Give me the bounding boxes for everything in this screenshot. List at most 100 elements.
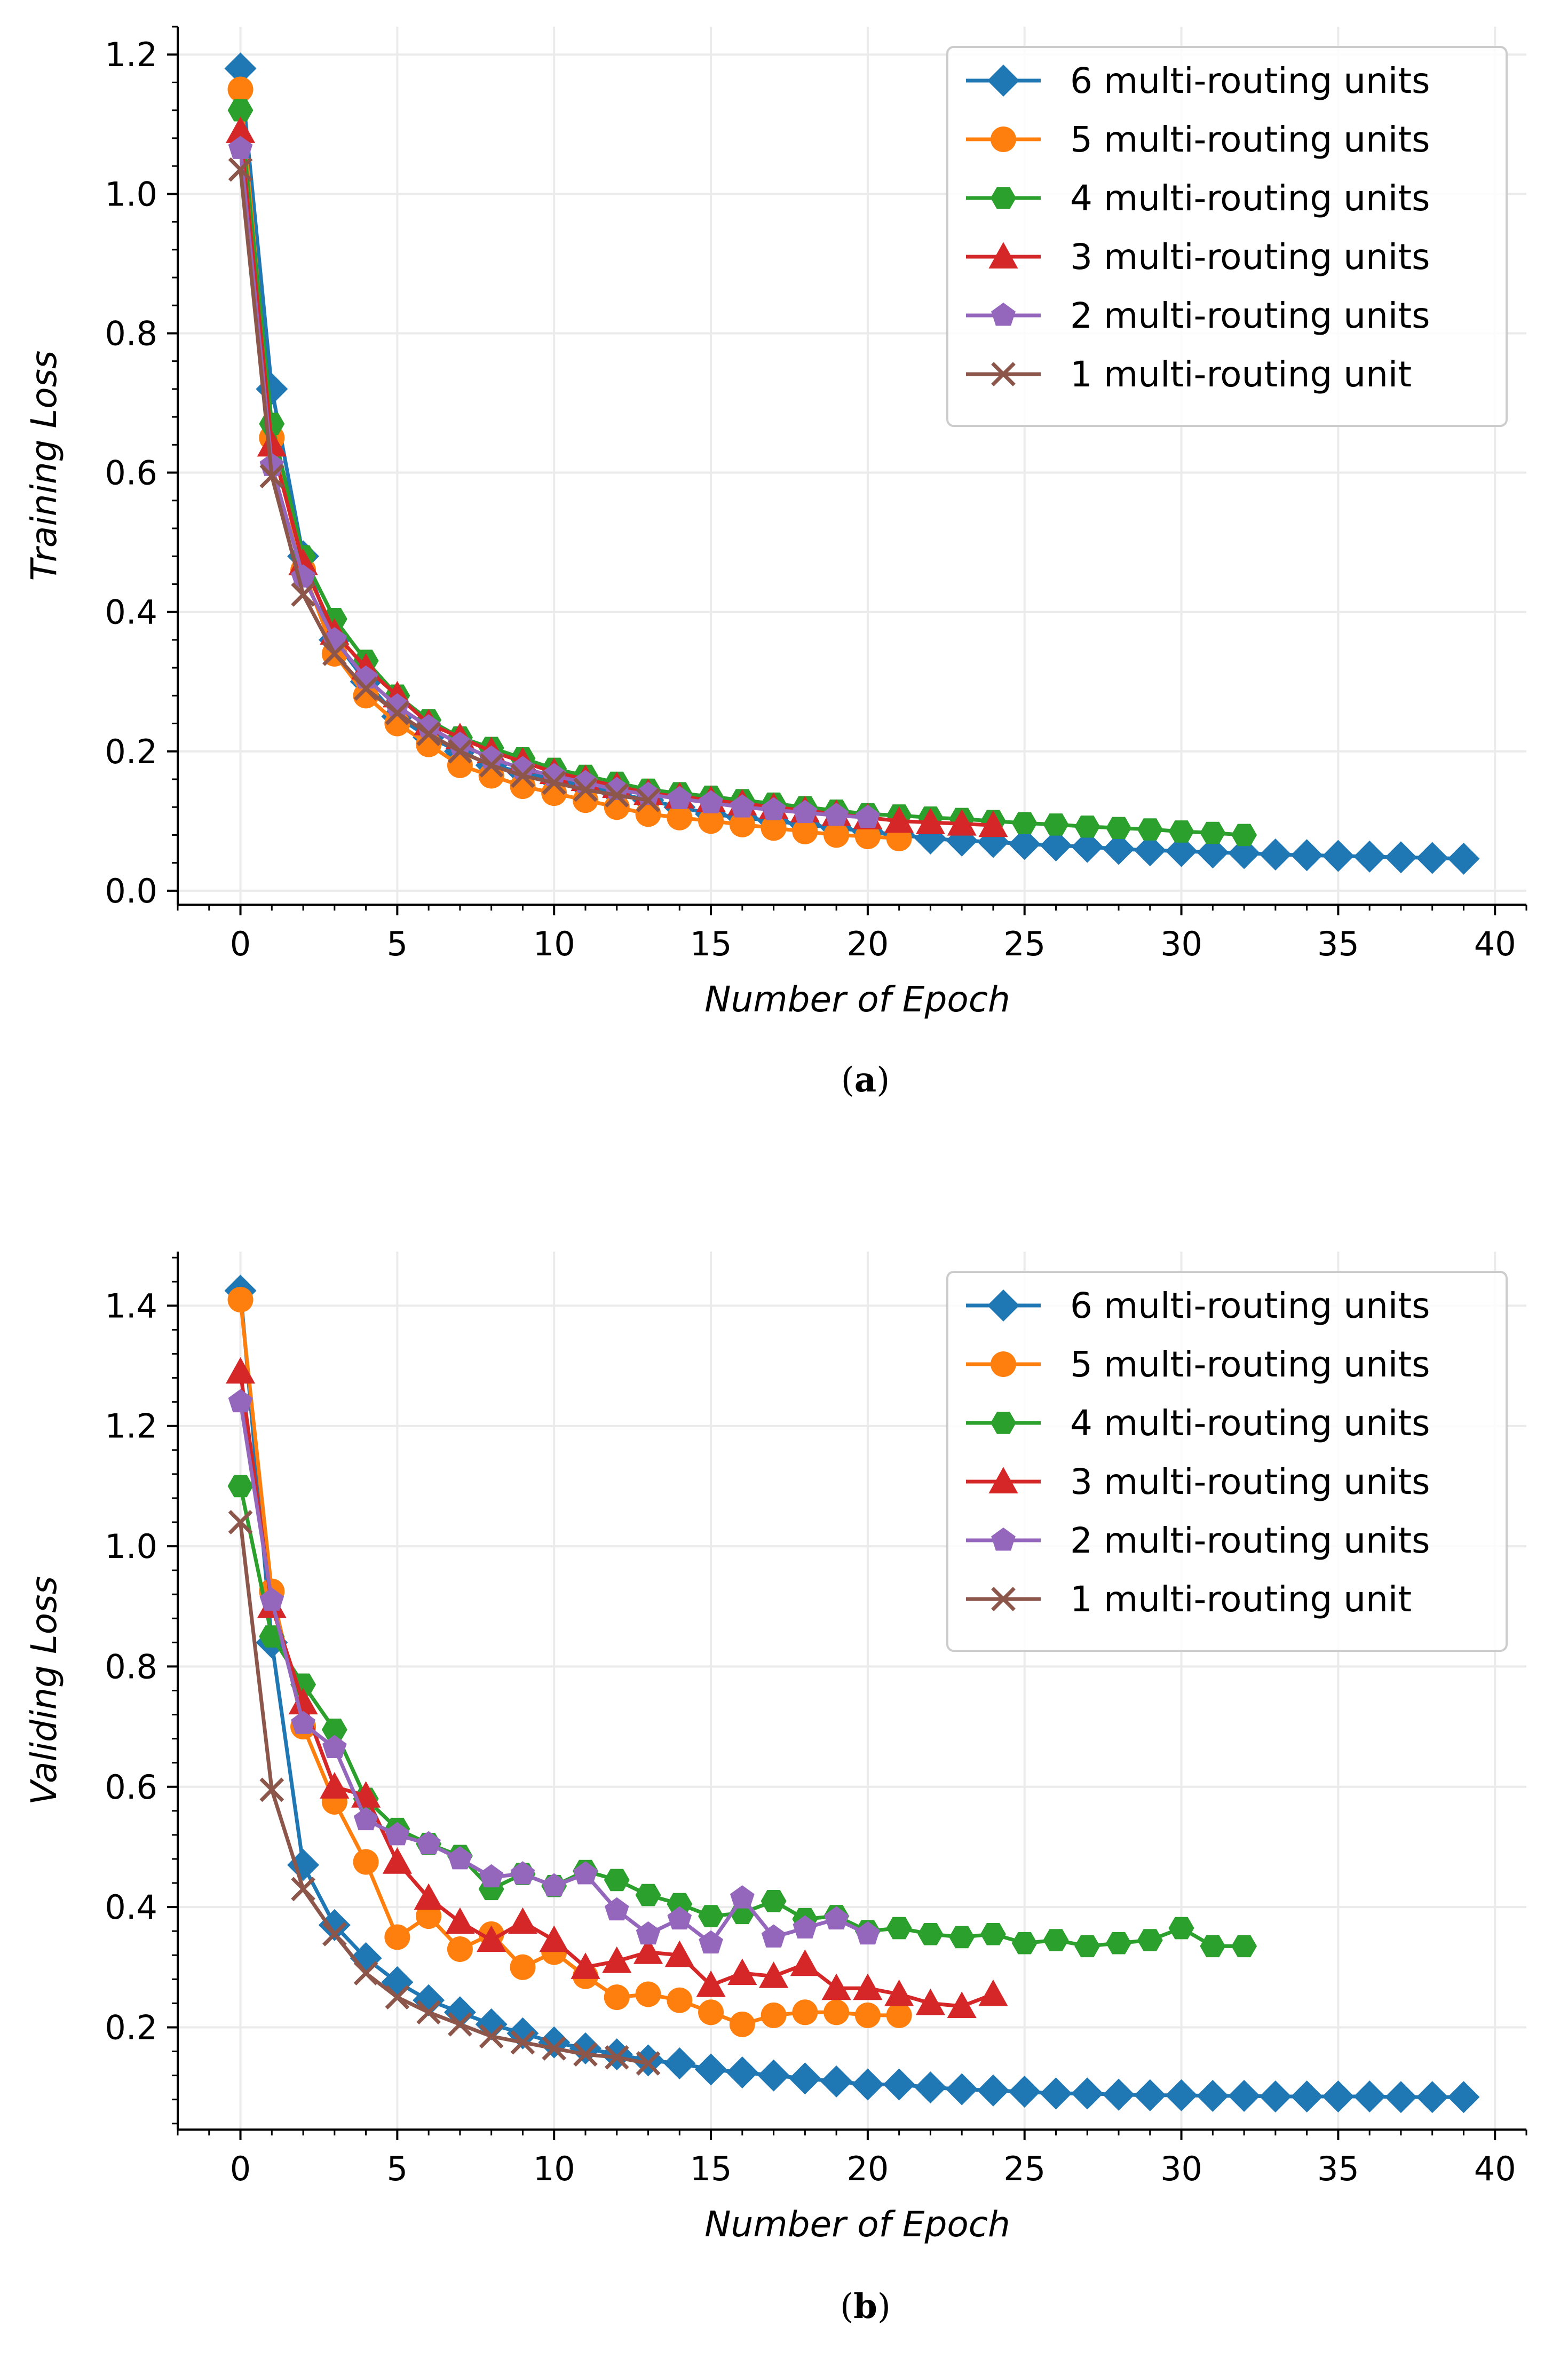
data-point (225, 1357, 256, 1384)
data-point (980, 1923, 1006, 1945)
data-point (1165, 835, 1198, 867)
data-point (949, 1926, 975, 1949)
data-point (698, 1999, 724, 2025)
legend-box (946, 1271, 1508, 1652)
data-point (1447, 842, 1480, 875)
data-point (636, 788, 661, 813)
data-point (761, 797, 786, 820)
legend-item: 3 multi-routing units (966, 236, 1430, 278)
chart-panel-b: 0 5 10 15 20 25 30 35 40 0.2 0.4 0.6 0.8 1.0 1.2 1.4 Num… (23, 1252, 1527, 2327)
data-point (510, 763, 535, 788)
data-point (695, 2053, 727, 2086)
data-point (667, 786, 692, 809)
panel-caption: (b) (840, 2286, 891, 2327)
x-tick-label: 10 (533, 924, 575, 963)
data-point (569, 2032, 601, 2064)
legend-label: 2 multi-routing units (1070, 295, 1430, 336)
data-point (1008, 2076, 1041, 2108)
data-point (510, 1954, 536, 1980)
data-point (823, 822, 850, 848)
data-point (635, 1981, 661, 2007)
data-point (542, 770, 567, 795)
data-point (1040, 2077, 1072, 2110)
x-tick-label: 30 (1160, 2149, 1202, 2188)
data-point (353, 1961, 378, 1985)
data-point (1231, 824, 1257, 846)
legend-item: 2 multi-routing units (966, 295, 1430, 336)
data-point (287, 1849, 320, 1881)
series-2 (227, 76, 912, 851)
data-point (604, 1984, 630, 2011)
data-point (573, 1861, 598, 1885)
data-point (633, 1937, 663, 1964)
x-tick-label: 15 (690, 924, 732, 963)
legend-item: 1 multi-routing unit (966, 354, 1412, 395)
data-point (1416, 2081, 1448, 2114)
data-point (477, 1925, 506, 1952)
data-point (1353, 840, 1386, 873)
data-point (853, 1973, 883, 2000)
legend-box (946, 46, 1508, 427)
data-point (602, 1946, 632, 1973)
data-point (729, 2011, 755, 2037)
data-point (1384, 2081, 1417, 2114)
data-point (385, 1822, 410, 1846)
data-point (726, 2056, 758, 2088)
x-axis-title: Number of Epoch (704, 2204, 1010, 2245)
y-tick-label: 0.2 (105, 2008, 157, 2047)
data-point (1228, 2079, 1261, 2112)
data-point (821, 1973, 851, 2000)
legend-item: 2 multi-routing units (966, 1520, 1430, 1561)
data-point (291, 1711, 315, 1734)
data-point (884, 806, 914, 833)
data-point (542, 1873, 567, 1897)
x-tick-label: 20 (846, 2149, 889, 2188)
data-point (886, 2002, 912, 2028)
data-point (291, 1877, 315, 1902)
data-point (227, 1475, 254, 1498)
series-1 (224, 1275, 1480, 2114)
legend-marker (988, 1467, 1018, 1494)
data-point (381, 1966, 414, 1998)
y-tick-label: 0.4 (105, 1888, 157, 1927)
legend-item: 3 multi-routing units (966, 1461, 1430, 1502)
legend-label: 4 multi-routing units (1070, 1403, 1430, 1444)
data-point (856, 1921, 880, 1945)
x-tick-label: 25 (1003, 2149, 1046, 2188)
data-point (448, 1846, 472, 1870)
data-point (445, 1907, 475, 1934)
data-point (538, 2026, 571, 2059)
data-point (322, 1921, 347, 1946)
caption-close: ) (876, 1061, 890, 1100)
legend-label: 5 multi-routing units (1070, 119, 1430, 160)
data-point (291, 582, 315, 607)
data-point (663, 2047, 696, 2080)
data-point (698, 808, 724, 834)
data-point (886, 1917, 912, 1940)
data-point (416, 1831, 441, 1855)
legend-marker (991, 303, 1016, 326)
legend-marker (991, 126, 1016, 152)
data-point (667, 804, 693, 830)
data-point (1353, 2080, 1386, 2113)
data-point (1416, 842, 1448, 874)
series-6 (228, 157, 661, 813)
data-point (600, 2038, 633, 2071)
data-point (510, 2030, 535, 2055)
series-5 (228, 1389, 880, 1954)
data-point (508, 1907, 538, 1934)
data-point (727, 1958, 757, 1985)
caption-close: ) (877, 2287, 891, 2327)
legend: 6 multi-routing units 5 multi-routing uni… (946, 46, 1508, 427)
data-point (385, 1985, 410, 2009)
data-point (1071, 2077, 1104, 2110)
data-point (978, 810, 1008, 837)
legend-marker (991, 1351, 1016, 1377)
data-point (1137, 1929, 1163, 1951)
data-point (793, 800, 818, 824)
data-point (730, 794, 755, 818)
data-point (479, 1864, 504, 1888)
data-point (820, 2065, 853, 2098)
data-point (228, 1510, 253, 1534)
